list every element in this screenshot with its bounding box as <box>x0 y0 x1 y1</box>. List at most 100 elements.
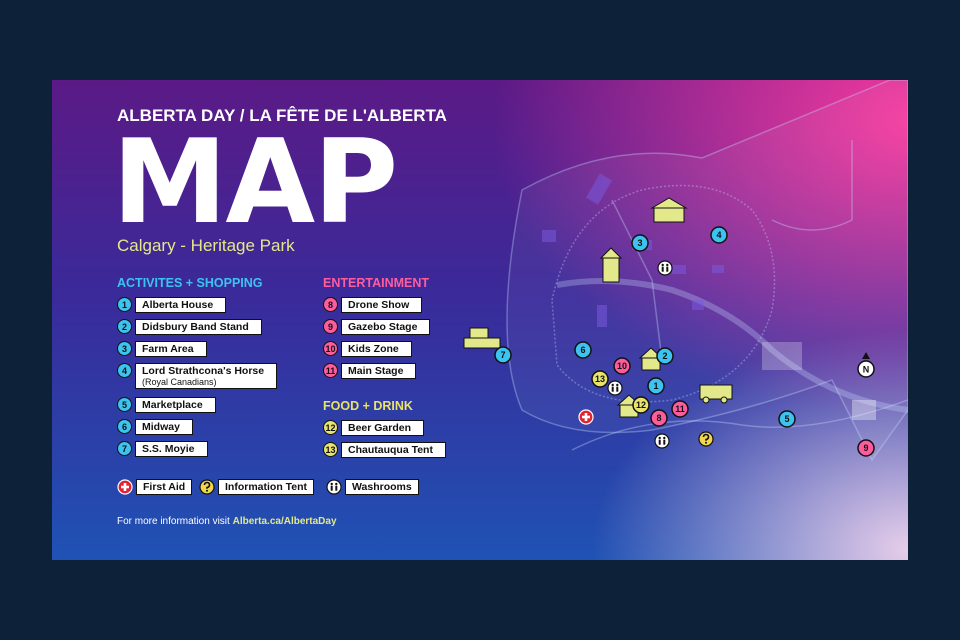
icon-head <box>661 263 664 267</box>
item-number: 6 <box>117 419 132 434</box>
washroom-marker <box>607 380 623 396</box>
marker-number: 10 <box>617 361 627 371</box>
legend-item: 4 Lord Strathcona's Horse (Royal Canadians… <box>117 363 278 389</box>
icon-head <box>335 482 338 486</box>
legend-item: 13 Chautauqua Tent <box>323 442 446 458</box>
marker-circle <box>650 409 668 427</box>
washroom-icon <box>326 479 342 495</box>
subtitle: Calgary - Heritage Park <box>117 236 295 255</box>
item-label: Alberta House <box>142 299 214 311</box>
map-marker: 6 <box>574 341 592 359</box>
icon-question <box>203 481 211 489</box>
item-label: Drone Show <box>348 299 410 311</box>
item-label: Beer Garden <box>348 422 412 434</box>
legend-item: 8 Drone Show <box>323 297 423 313</box>
marker-number: 3 <box>637 238 642 248</box>
item-label-box: Drone Show <box>341 297 423 313</box>
legend-item: 3 Farm Area <box>117 341 207 357</box>
item-number: 13 <box>323 442 338 457</box>
service-label: First Aid <box>136 479 193 495</box>
section-heading: ENTERTAINMENT <box>323 276 430 290</box>
map-marker: 8 <box>650 409 668 427</box>
map-marker: 12 <box>632 396 650 414</box>
icon-bg <box>657 260 673 276</box>
landmarks <box>463 197 733 418</box>
icon-body <box>335 485 338 491</box>
washroom-marker <box>657 260 673 276</box>
marker-number: 8 <box>656 413 661 423</box>
icon-plus <box>584 413 588 421</box>
marker-circle <box>671 400 689 418</box>
map-marker: 10 <box>613 357 631 375</box>
item-label-box: Farm Area <box>135 341 207 357</box>
legend-item: 7 S.S. Moyie <box>117 441 208 457</box>
title: MAP <box>112 115 398 250</box>
legend-item: 1 Alberta House <box>117 297 227 313</box>
item-label: Main Stage <box>348 365 404 377</box>
item-label: Didsbury Band Stand <box>142 321 249 333</box>
item-label-box: Didsbury Band Stand <box>135 319 262 335</box>
marker-number: 2 <box>662 351 667 361</box>
marker-circle <box>631 234 649 252</box>
marker-number: 7 <box>500 350 505 360</box>
north-circle <box>857 360 875 378</box>
map-marker: 2 <box>656 347 674 365</box>
washroom-marker <box>654 433 670 449</box>
service-item: Information Tent <box>199 479 315 495</box>
first-aid-marker <box>578 409 594 425</box>
marker-number: 9 <box>863 443 868 453</box>
service-label: Information Tent <box>218 479 315 495</box>
map-marker: 11 <box>671 400 689 418</box>
icon-dot <box>206 489 208 492</box>
item-label: Midway <box>142 421 180 433</box>
item-number: 7 <box>117 441 132 456</box>
item-label-box: Beer Garden <box>341 420 425 436</box>
item-label: Chautauqua Tent <box>348 444 433 456</box>
icon-body <box>658 439 661 445</box>
marker-circle <box>591 370 609 388</box>
marker-number: 5 <box>784 414 789 424</box>
marker-circle <box>656 347 674 365</box>
marker-circle <box>778 410 796 428</box>
item-label: Gazebo Stage <box>348 321 418 333</box>
item-label-box: Midway <box>135 419 193 435</box>
map-marker: 1 <box>647 377 665 395</box>
icon-head <box>330 482 333 486</box>
poster: 3 4 7 6 2 1 5 10 13 12 8 11 9 N ALBERTA DAY / LA FÊTE… <box>52 80 908 560</box>
service-item: Washrooms <box>326 479 419 495</box>
marker-circle <box>857 439 875 457</box>
map-marker: 13 <box>591 370 609 388</box>
item-number: 1 <box>117 297 132 312</box>
info-marker <box>698 431 714 447</box>
legend-item: 10 Kids Zone <box>323 341 412 357</box>
icon-body <box>611 386 614 392</box>
first-aid-icon <box>117 479 133 495</box>
legend-item: 11 Main Stage <box>323 363 417 379</box>
marker-number: 12 <box>636 400 646 410</box>
legend-item: 6 Midway <box>117 419 193 435</box>
icon-bg <box>607 380 623 396</box>
icon-head <box>616 383 619 387</box>
icon-head <box>611 383 614 387</box>
icon-bg <box>326 479 342 495</box>
legend-item: 12 Beer Garden <box>323 420 425 436</box>
info-icon <box>199 479 215 495</box>
footer: For more information visit Alberta.ca/Al… <box>117 516 337 527</box>
map-marker: 9 <box>857 439 875 457</box>
item-note: (Royal Canadians) <box>142 377 217 387</box>
item-label: S.S. Moyie <box>142 443 195 455</box>
marker-circle <box>574 341 592 359</box>
item-number: 10 <box>323 341 338 356</box>
item-label: Lord Strathcona's Horse <box>142 365 265 377</box>
marker-circle <box>613 357 631 375</box>
footer-link[interactable]: Alberta.ca/AlbertaDay <box>232 516 337 527</box>
item-label-box: Chautauqua Tent <box>341 442 446 458</box>
service-item: First Aid <box>117 479 193 495</box>
marker-circle <box>632 396 650 414</box>
item-label: Kids Zone <box>348 343 399 355</box>
north-pointer <box>862 352 870 359</box>
map-marker: 7 <box>494 346 512 364</box>
icon-bg <box>654 433 670 449</box>
map-marker: 5 <box>778 410 796 428</box>
